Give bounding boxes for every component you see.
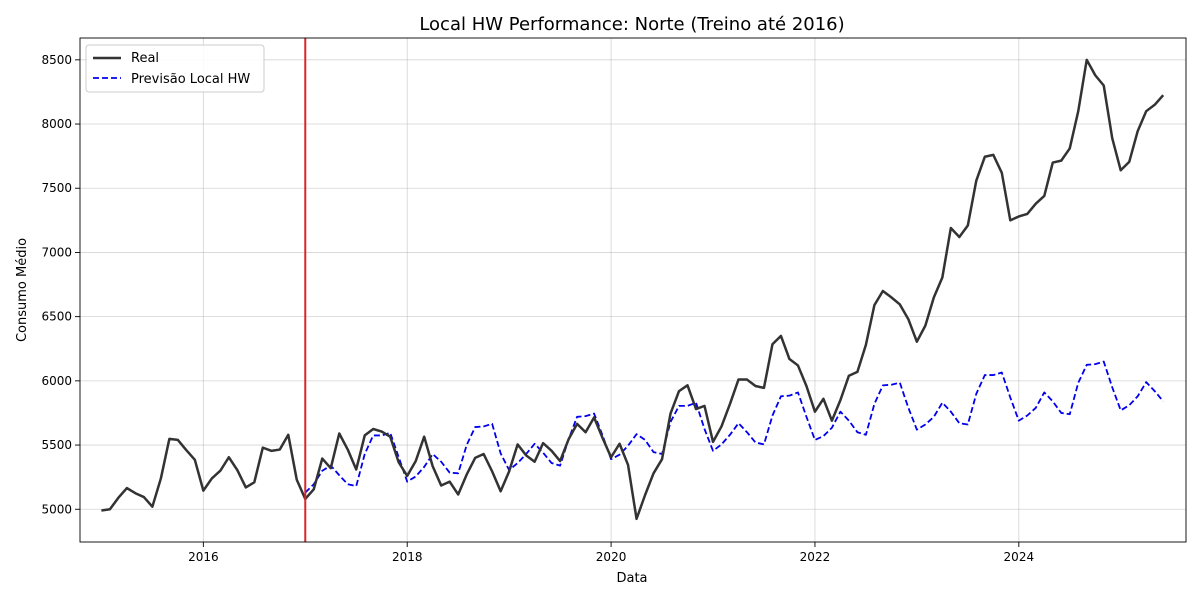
legend-label-real: Real <box>131 51 159 66</box>
x-tick-label: 2020 <box>596 550 627 564</box>
legend-label-forecast: Previsão Local HW <box>131 72 250 87</box>
y-axis-label: Consumo Médio <box>15 238 30 342</box>
y-tick-label: 6500 <box>41 310 72 324</box>
y-tick-label: 7000 <box>41 245 72 259</box>
legend: Real Previsão Local HW <box>85 44 265 93</box>
x-tick-label: 2018 <box>392 550 423 564</box>
grid <box>80 38 1186 542</box>
y-tick-label: 5000 <box>41 502 72 516</box>
x-axis: 2016 2018 2020 2022 2024 <box>188 542 1034 564</box>
y-tick-label: 5500 <box>41 438 72 452</box>
y-tick-label: 8500 <box>41 53 72 67</box>
x-tick-label: 2024 <box>1004 550 1035 564</box>
legend-box <box>85 44 265 93</box>
x-tick-label: 2016 <box>188 550 219 564</box>
chart-title: Local HW Performance: Norte (Treino até … <box>419 14 844 35</box>
series-layer <box>101 58 1165 521</box>
x-axis-label: Data <box>616 571 647 586</box>
y-tick-label: 6000 <box>41 374 72 388</box>
y-tick-label: 8000 <box>41 117 72 131</box>
series-forecast-line <box>304 360 1164 494</box>
plot-frame <box>79 37 1187 543</box>
x-tick-label: 2022 <box>800 550 831 564</box>
y-tick-label: 7500 <box>41 181 72 195</box>
y-axis: 5000 5500 6000 6500 7000 7500 8000 8500 <box>41 53 80 516</box>
series-real-line <box>101 58 1165 521</box>
